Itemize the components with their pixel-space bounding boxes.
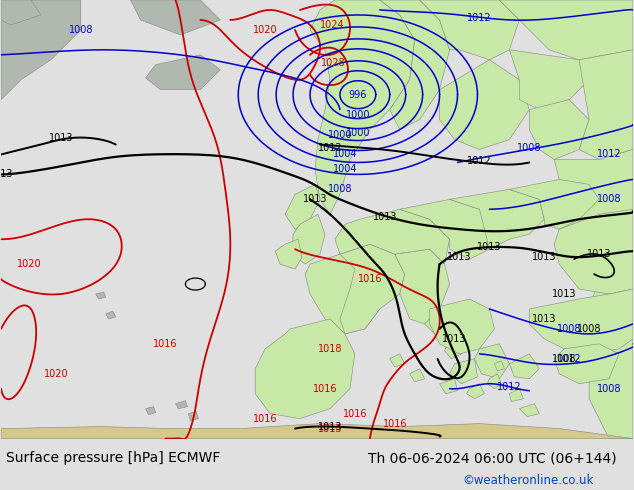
Text: 1012: 1012 [557, 354, 581, 364]
Text: 1000: 1000 [328, 129, 352, 140]
Text: 1013: 1013 [373, 212, 397, 222]
Polygon shape [188, 412, 198, 420]
Text: 1012: 1012 [497, 382, 522, 392]
Text: 1013: 1013 [587, 249, 611, 259]
Text: Surface pressure [hPa] ECMWF: Surface pressure [hPa] ECMWF [6, 451, 221, 465]
Text: 1016: 1016 [382, 418, 407, 429]
Text: 1004: 1004 [333, 149, 357, 159]
Text: 1013: 1013 [447, 252, 472, 262]
Text: 1013: 1013 [532, 252, 557, 262]
Polygon shape [420, 0, 519, 60]
Text: Th 06-06-2024 06:00 UTC (06+144): Th 06-06-2024 06:00 UTC (06+144) [368, 451, 616, 465]
Text: 996: 996 [349, 90, 367, 99]
Polygon shape [488, 374, 501, 389]
Text: 1013: 1013 [318, 423, 342, 434]
Text: 1016: 1016 [358, 274, 382, 284]
Polygon shape [1, 0, 81, 99]
Polygon shape [305, 254, 380, 334]
Text: 1013: 1013 [49, 133, 73, 143]
Text: 1028: 1028 [321, 58, 346, 68]
Text: 1000: 1000 [346, 127, 370, 138]
Polygon shape [399, 199, 500, 259]
Polygon shape [96, 292, 106, 299]
Polygon shape [529, 289, 633, 354]
Text: 1024: 1024 [320, 20, 344, 30]
Text: ©weatheronline.co.uk: ©weatheronline.co.uk [463, 474, 594, 487]
Polygon shape [335, 209, 450, 264]
Polygon shape [390, 354, 404, 367]
Text: 1013: 1013 [0, 170, 13, 179]
Polygon shape [146, 407, 155, 415]
Text: 1008: 1008 [68, 25, 93, 35]
Polygon shape [285, 184, 320, 229]
Polygon shape [439, 379, 458, 393]
Text: 1000: 1000 [346, 110, 370, 120]
Text: 1008: 1008 [597, 195, 621, 204]
Polygon shape [340, 244, 404, 334]
Polygon shape [579, 50, 633, 159]
Polygon shape [439, 60, 529, 149]
Text: 1013: 1013 [477, 242, 501, 252]
Polygon shape [410, 369, 425, 382]
Polygon shape [131, 0, 221, 35]
Text: 1012: 1012 [467, 156, 492, 167]
Polygon shape [292, 214, 325, 264]
Text: 1013: 1013 [303, 195, 327, 204]
Polygon shape [425, 304, 460, 339]
Text: 1020: 1020 [44, 369, 68, 379]
Polygon shape [310, 0, 415, 214]
Polygon shape [176, 401, 188, 409]
Text: 1008: 1008 [552, 354, 576, 364]
Text: 1008: 1008 [557, 324, 581, 334]
Polygon shape [395, 249, 450, 324]
Polygon shape [146, 55, 221, 90]
Polygon shape [500, 0, 633, 60]
Polygon shape [380, 0, 450, 129]
Polygon shape [509, 50, 589, 110]
Text: 1020: 1020 [253, 25, 278, 35]
Text: 1004: 1004 [333, 165, 357, 174]
Polygon shape [275, 239, 302, 269]
Text: 1008: 1008 [597, 384, 621, 393]
Polygon shape [1, 0, 41, 25]
Polygon shape [430, 299, 495, 354]
Polygon shape [450, 359, 477, 384]
Text: 1008: 1008 [517, 143, 541, 152]
Text: 1018: 1018 [318, 344, 342, 354]
Polygon shape [554, 209, 633, 294]
Polygon shape [589, 249, 633, 349]
Polygon shape [1, 423, 633, 439]
Polygon shape [495, 361, 505, 371]
Polygon shape [554, 344, 619, 384]
Polygon shape [444, 339, 462, 359]
Polygon shape [256, 319, 355, 418]
Polygon shape [554, 149, 633, 259]
Text: 1016: 1016 [153, 339, 178, 349]
Polygon shape [450, 189, 544, 249]
Text: 1008: 1008 [328, 184, 352, 195]
Text: 1012: 1012 [318, 143, 342, 152]
Polygon shape [106, 311, 115, 319]
Text: 1012: 1012 [597, 149, 621, 159]
Polygon shape [467, 384, 484, 399]
Text: 1016: 1016 [313, 384, 337, 393]
Text: 1013: 1013 [532, 314, 557, 324]
Text: 1013: 1013 [318, 421, 342, 432]
Polygon shape [509, 389, 523, 402]
Text: 1013: 1013 [443, 334, 467, 344]
Text: 1016: 1016 [253, 414, 278, 424]
Polygon shape [474, 344, 509, 379]
Text: 1012: 1012 [467, 13, 492, 23]
Polygon shape [529, 99, 589, 159]
Text: 1008: 1008 [577, 324, 602, 334]
Polygon shape [519, 404, 540, 416]
Text: 1016: 1016 [342, 409, 367, 418]
Text: 1013: 1013 [552, 289, 576, 299]
Text: 1020: 1020 [16, 259, 41, 269]
Polygon shape [509, 354, 540, 379]
Polygon shape [509, 179, 599, 229]
Polygon shape [589, 339, 633, 439]
